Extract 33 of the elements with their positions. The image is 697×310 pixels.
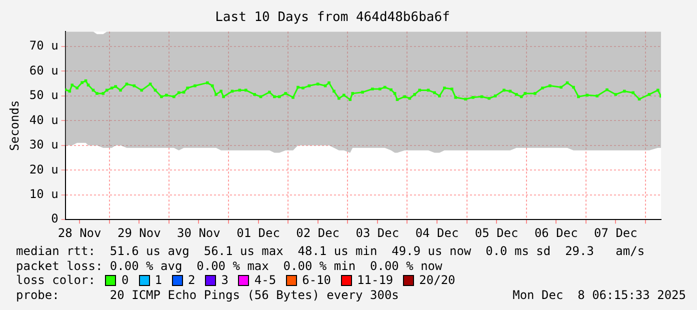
x-tick-label: 01 Dec [236, 226, 280, 240]
x-tick-label: 30 Nov [177, 226, 220, 240]
legend-label: 11-19 [357, 273, 394, 288]
chart-title: Last 10 Days from 464d48b6ba6f [215, 10, 450, 26]
y-tick-label: 0 [51, 212, 58, 226]
x-tick-label: 02 Dec [296, 226, 340, 240]
x-tick-label: 06 Dec [534, 226, 578, 240]
y-tick-label: 70 u [29, 38, 58, 53]
x-tick-label: 07 Dec [594, 226, 638, 240]
legend-label: 2 [188, 273, 196, 288]
y-tick-label: 10 u [29, 186, 58, 201]
y-tick-label: 40 u [29, 112, 58, 127]
x-tick-label: 04 Dec [415, 226, 459, 240]
y-axis-title: Seconds [7, 100, 22, 151]
x-tick-label: 29 Nov [117, 226, 161, 240]
x-tick-label: 28 Nov [58, 226, 102, 240]
text: Mon Dec 8 06:15:33 2025 [512, 288, 686, 302]
legend-label: 6-10 [302, 273, 332, 288]
y-tick-label: 30 u [29, 138, 58, 152]
legend-label: 4-5 [254, 273, 276, 288]
x-tick-label: 05 Dec [474, 226, 518, 240]
legend-label: 0 [121, 273, 129, 288]
text: probe: 20 ICMP Echo Pings (56 Bytes) every 300s [16, 288, 399, 302]
legend-label: 20/20 [419, 273, 456, 288]
legend-label: 3 [221, 273, 228, 288]
legend-label: 1 [154, 273, 162, 288]
y-tick-label: 60 u [29, 63, 58, 78]
y-tick-label: 20 u [29, 162, 58, 176]
text: median rtt: 51.6 us avg 56.1 us max 48.1 us min 49.9 us now 0.0 ms sd 29.3 am/s [16, 244, 645, 259]
y-tick-label: 50 u [29, 88, 58, 102]
text: packet loss: 0.00 % avg 0.00 % max 0.00 % min 0.00 % now [16, 258, 442, 274]
legend-title: loss color: [16, 273, 96, 288]
x-tick-label: 03 Dec [356, 226, 400, 240]
